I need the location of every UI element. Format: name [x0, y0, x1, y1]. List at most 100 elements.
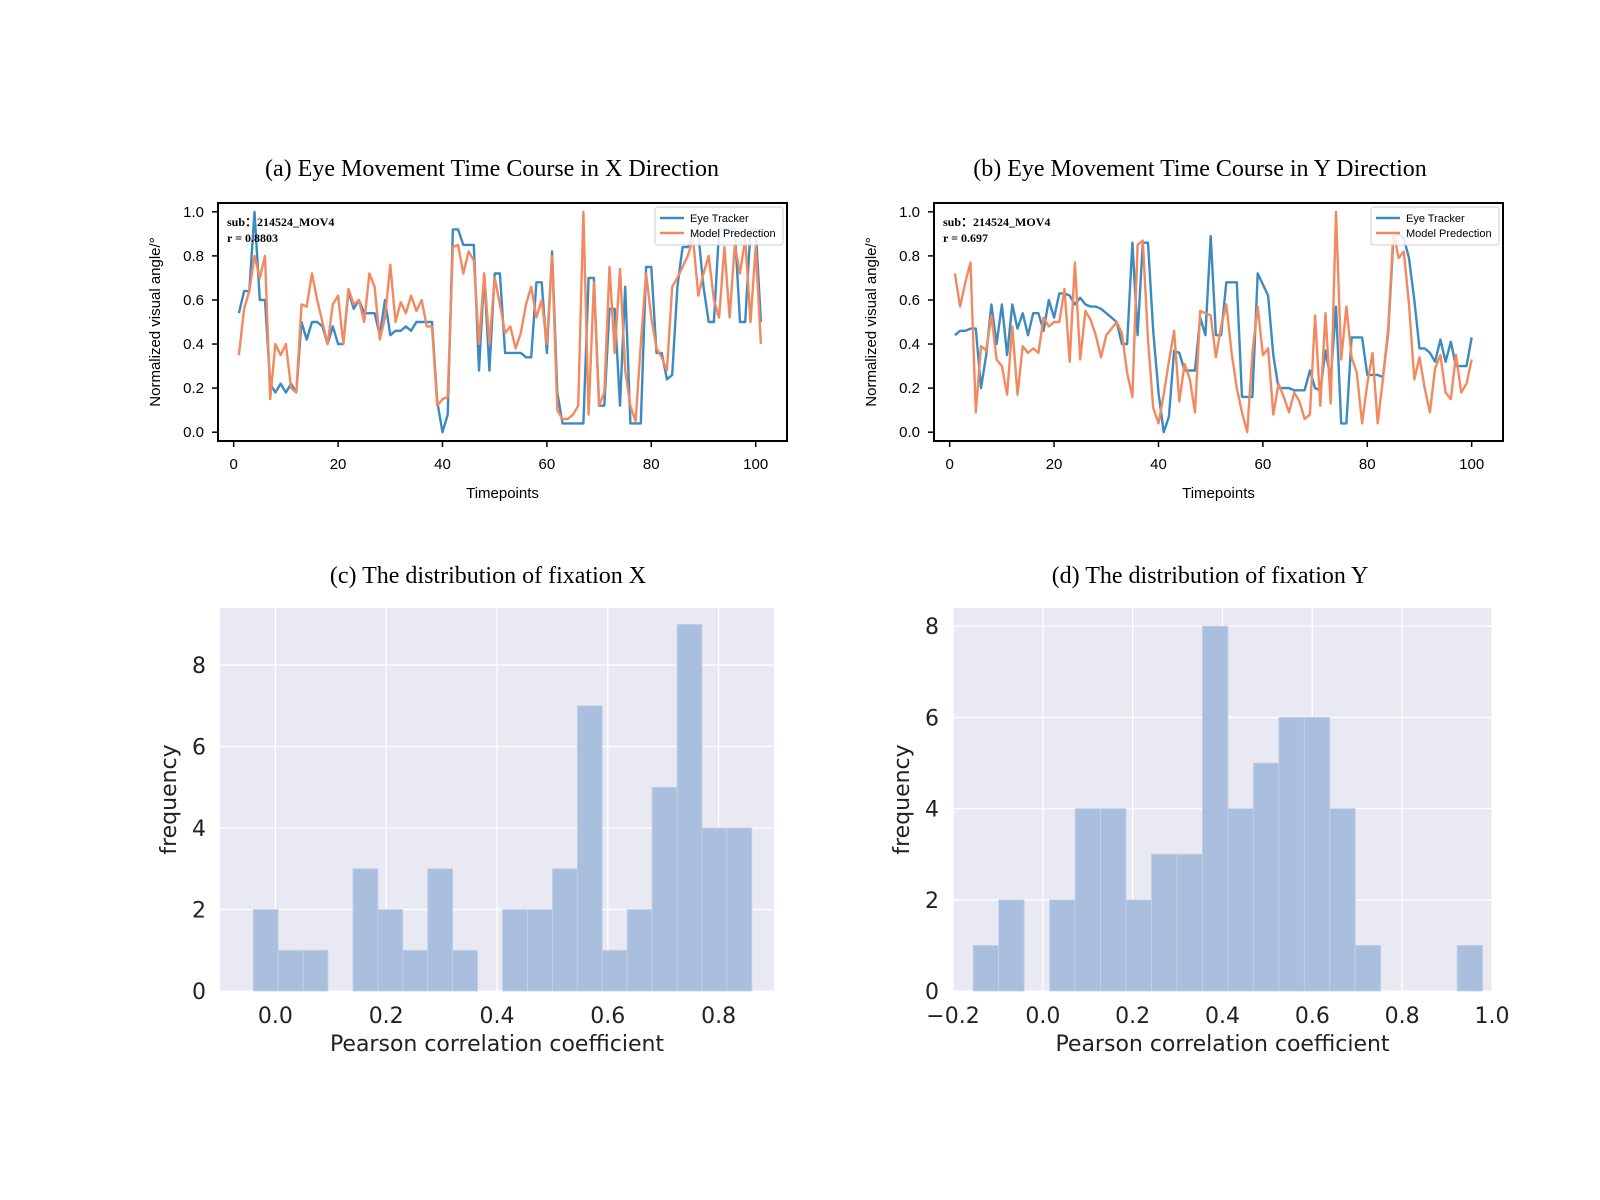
histogram-bar — [552, 868, 578, 992]
y-tick-label: 6 — [192, 736, 206, 761]
annotation-sub-label: sub： — [227, 215, 257, 229]
x-tick-label: 0.4 — [480, 1004, 515, 1029]
histogram-bar — [252, 909, 279, 992]
series-line-model-prediction — [237, 210, 763, 423]
histogram-bar — [1176, 853, 1203, 992]
y-tick-label: 0.2 — [183, 380, 204, 397]
y-tick-label: 8 — [192, 654, 206, 679]
x-tick-label: 0.6 — [590, 1004, 625, 1029]
x-tick-label: 80 — [1359, 456, 1376, 473]
histogram-bar — [377, 909, 404, 992]
histogram-bar — [1456, 945, 1483, 992]
panel-d-title: (d) The distribution of fixation Y — [1052, 563, 1369, 589]
line-chart-x: 0 20 40 60 80 100 0.0 0.2 0.4 0.6 0.8 1.0 Timepoints… — [147, 202, 788, 502]
x-tick-label: 0.8 — [1385, 1004, 1420, 1029]
x-axis-label: Pearson correlation coefficient — [330, 1032, 664, 1057]
annotation-sub-value: 214524_MOV4 — [973, 215, 1050, 229]
x-axis-label: Timepoints — [1182, 485, 1255, 502]
y-tick-label: 6 — [925, 706, 939, 731]
y-tick-label: 0.8 — [183, 248, 204, 265]
legend-label: Model Predection — [1406, 228, 1492, 240]
histogram-bar — [427, 868, 454, 992]
x-tick-label: 0.4 — [1205, 1004, 1240, 1029]
y-tick-label: 4 — [192, 817, 206, 842]
histogram-bar — [651, 786, 678, 992]
x-axis-label: Pearson correlation coefficient — [1055, 1032, 1389, 1057]
y-axis-label: frequency — [157, 744, 182, 854]
x-tick-label: 80 — [643, 456, 660, 473]
histogram-bar — [1125, 899, 1152, 992]
histogram-bar — [1354, 945, 1382, 992]
annotation-r: r = 0.8803 — [227, 231, 278, 245]
y-tick-label: 0.0 — [899, 424, 920, 441]
legend-box — [1370, 206, 1500, 246]
histogram-y: −0.2 0.0 0.2 0.4 0.6 0.8 1.0 0 2 4 6 8 Pearson corre… — [890, 608, 1510, 1057]
x-tick-label: 0.0 — [258, 1004, 293, 1029]
histogram-bar — [726, 827, 753, 992]
y-tick-label: 2 — [925, 889, 939, 914]
histogram-bar — [302, 949, 329, 992]
y-tick-label: 0.8 — [899, 248, 920, 265]
x-tick-label: 0.2 — [369, 1004, 404, 1029]
x-tick-label: 100 — [1459, 456, 1484, 473]
x-tick-label: 40 — [1150, 456, 1167, 473]
x-axis-label: Timepoints — [466, 485, 539, 502]
histogram-bar — [626, 909, 653, 992]
histogram-bar — [1278, 717, 1305, 992]
y-tick-label: 0 — [925, 980, 939, 1005]
y-tick-label: 0.6 — [899, 292, 920, 309]
x-tick-label: 0 — [229, 456, 237, 473]
histogram-bar — [527, 909, 553, 992]
histogram-bar — [676, 623, 703, 992]
y-tick-label: 0 — [192, 980, 206, 1005]
series-line-model-prediction — [953, 210, 1473, 434]
histogram-bar — [1329, 808, 1356, 992]
x-tick-label: 1.0 — [1475, 1004, 1510, 1029]
histogram-bar — [277, 949, 304, 992]
line-chart-y: 0 20 40 60 80 100 0.0 0.2 0.4 0.6 0.8 1.0 Timepoints… — [863, 202, 1504, 502]
y-tick-label: 0.4 — [899, 336, 920, 353]
histogram-bar — [1074, 808, 1101, 992]
annotation-subject: sub：214524_MOV4 — [943, 215, 1050, 229]
x-tick-label: 0.2 — [1115, 1004, 1150, 1029]
histogram-bar — [972, 945, 1000, 992]
histogram-bar — [452, 949, 479, 992]
panel-c-title: (c) The distribution of fixation X — [330, 563, 646, 589]
y-tick-label: 4 — [925, 798, 939, 823]
y-axis-label: frequency — [890, 744, 915, 854]
x-tick-label: 60 — [1255, 456, 1272, 473]
legend-label: Eye Tracker — [690, 213, 749, 225]
x-tick-label: 60 — [539, 456, 556, 473]
histogram-bar — [576, 705, 603, 992]
panel-a-title: (a) Eye Movement Time Course in X Direct… — [265, 156, 719, 182]
y-tick-label: 8 — [925, 615, 939, 640]
x-tick-label: 0.8 — [701, 1004, 736, 1029]
legend-label: Eye Tracker — [1406, 213, 1465, 225]
histogram-bar — [1227, 808, 1254, 992]
histogram-bar — [1151, 853, 1178, 992]
y-tick-label: 0.2 — [899, 380, 920, 397]
legend-box — [654, 206, 784, 246]
histogram-bar — [1303, 717, 1331, 992]
annotation-subject: sub：214524_MOV4 — [227, 215, 334, 229]
x-tick-label: 0.6 — [1295, 1004, 1330, 1029]
histogram-bar — [701, 827, 728, 992]
histogram-bar — [1100, 808, 1127, 992]
plot-frame — [933, 202, 1504, 442]
y-tick-label: 0.4 — [183, 336, 204, 353]
histogram-bar — [402, 949, 429, 992]
histogram-x: 0.0 0.2 0.4 0.6 0.8 0 2 4 6 8 Pearson correlation … — [157, 608, 774, 1057]
annotation-sub-label: sub： — [943, 215, 973, 229]
x-tick-label: 40 — [434, 456, 451, 473]
y-axis-label: Normalized visual angle/° — [863, 237, 880, 406]
x-tick-label: 20 — [1046, 456, 1063, 473]
histogram-bar — [601, 949, 628, 992]
y-tick-label: 0.0 — [183, 424, 204, 441]
y-tick-label: 1.0 — [899, 204, 920, 221]
histogram-bar — [1202, 625, 1229, 992]
y-tick-label: 2 — [192, 899, 206, 924]
histogram-bar — [1049, 899, 1076, 992]
x-tick-label: −0.2 — [926, 1004, 979, 1029]
x-tick-label: 0 — [945, 456, 953, 473]
